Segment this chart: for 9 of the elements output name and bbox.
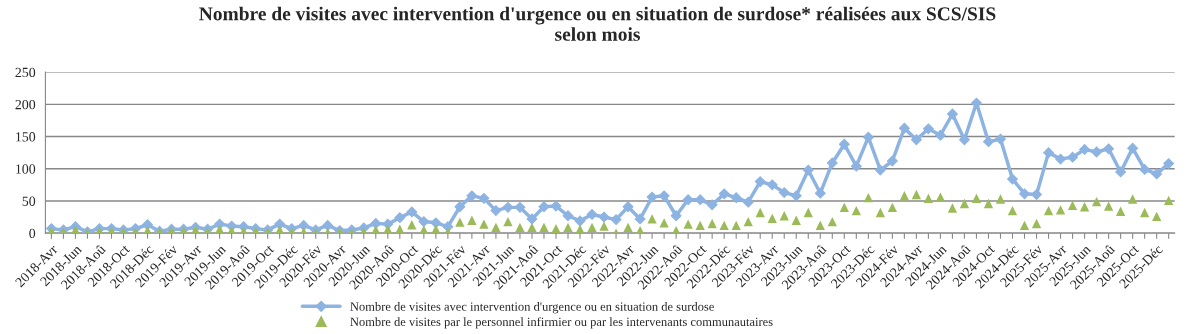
y-tick-label: 200 <box>15 99 36 110</box>
y-tick-label: 100 <box>16 164 36 174</box>
legend-label: Nombre de visites avec intervention d'urgence ou en situation de surdose <box>350 302 714 314</box>
chart-title: Nombre de visites avec intervention d'urgence ou en situation de surdose* réalisées aux SCS/SIS selon mois <box>199 6 996 41</box>
legend-label: Nombre de visites par le personnel infirmier ou par les intervenants communautaires <box>350 317 773 329</box>
y-tick-label: 150 <box>16 132 36 142</box>
y-tick-label: 250 <box>15 67 36 78</box>
y-tick-label: 50 <box>22 196 36 206</box>
y-tick-label: 0 <box>29 228 36 239</box>
